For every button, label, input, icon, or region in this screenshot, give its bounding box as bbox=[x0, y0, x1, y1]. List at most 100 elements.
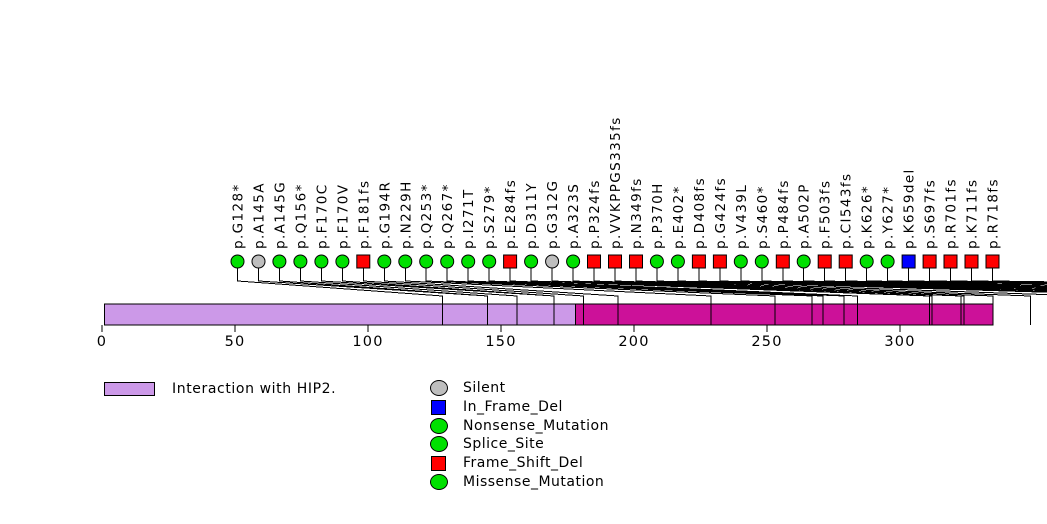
axis-tick-label: 0 bbox=[97, 334, 107, 350]
mutation-marker-circle bbox=[440, 254, 455, 269]
legend-item: Frame_Shift_Del bbox=[429, 454, 609, 473]
mutation-label: p.F170C bbox=[314, 183, 330, 249]
mutation-label: p.Q156* bbox=[293, 183, 309, 249]
legend-label: Missense_Mutation bbox=[463, 473, 605, 490]
legend-label: Nonsense_Mutation bbox=[463, 417, 609, 434]
mutation-connector bbox=[992, 268, 1047, 283]
legend-marker-square bbox=[431, 455, 446, 471]
domain-legend-label: Interaction with HIP2. bbox=[172, 381, 337, 397]
mutation-label: p.D311Y bbox=[524, 182, 540, 249]
mutation-label: p.G194R bbox=[377, 181, 393, 249]
mutation-marker-circle bbox=[293, 254, 308, 269]
mutation-label: p.F503fs bbox=[818, 180, 834, 249]
axis-tick-label: 250 bbox=[751, 334, 782, 350]
mutation-label: p.P370H bbox=[650, 182, 666, 249]
mutation-label: p.D408fs bbox=[692, 177, 708, 249]
mutation-type-legend: Silent In_Frame_Del Nonsense_Mutation Splic… bbox=[429, 379, 609, 491]
mutation-label: p.S460* bbox=[755, 185, 771, 249]
legend-marker-square bbox=[431, 399, 446, 415]
protein-bar-segment-0 bbox=[104, 303, 576, 326]
mutation-label: p.Y627* bbox=[881, 186, 897, 249]
domain-legend-swatch bbox=[104, 382, 155, 396]
mutation-marker-circle bbox=[461, 254, 476, 269]
mutation-connector bbox=[866, 268, 1047, 285]
mutation-marker-circle bbox=[377, 254, 392, 269]
mutation-connector bbox=[593, 268, 965, 325]
legend-marker-circle bbox=[429, 380, 448, 397]
mutation-marker-circle bbox=[272, 254, 287, 269]
mutation-marker-square bbox=[838, 254, 853, 269]
mutation-label: p.A145G bbox=[272, 181, 288, 249]
mutation-marker-circle bbox=[314, 254, 329, 269]
legend-marker-box bbox=[429, 454, 448, 472]
mutation-marker-square bbox=[775, 254, 790, 269]
mutation-marker-square bbox=[985, 254, 1000, 269]
mutation-label: p.K659del bbox=[902, 168, 918, 249]
axis-tick-label: 300 bbox=[884, 334, 915, 350]
mutation-marker-circle bbox=[566, 254, 581, 269]
mutation-connector bbox=[740, 268, 1047, 291]
mutation-marker-circle bbox=[880, 254, 895, 269]
mutation-label: p.E284fs bbox=[503, 179, 519, 249]
mutation-connector bbox=[299, 268, 518, 325]
mutation-marker-circle bbox=[398, 254, 413, 269]
mutation-marker-square bbox=[608, 254, 622, 269]
mutation-marker-square bbox=[712, 254, 727, 269]
mutation-marker-square bbox=[901, 254, 916, 269]
mutation-label: p.A502P bbox=[797, 183, 813, 249]
mutation-connector bbox=[719, 268, 1047, 292]
mutation-label: p.CI543fs bbox=[839, 173, 855, 249]
mutation-connector bbox=[761, 268, 1047, 290]
mutation-marker-circle bbox=[649, 254, 664, 269]
mutation-connector bbox=[845, 268, 1047, 286]
mutation-marker-square bbox=[922, 254, 937, 269]
mutation-connector bbox=[362, 268, 584, 325]
mutation-label: p.S697fs bbox=[923, 179, 939, 249]
axis-tick-label: 200 bbox=[618, 334, 649, 350]
mutation-connector bbox=[908, 268, 1047, 284]
mutation-marker-circle bbox=[859, 254, 874, 269]
mutation-marker-square bbox=[503, 254, 518, 269]
legend-item: In_Frame_Del bbox=[429, 398, 609, 417]
legend-label: Frame_Shift_Del bbox=[463, 455, 584, 472]
mutation-connector bbox=[782, 268, 1047, 289]
mutation-connector bbox=[404, 268, 712, 325]
mutation-label: p.N349fs bbox=[629, 177, 645, 249]
mutation-marker-circle bbox=[754, 254, 769, 269]
mutation-label: p.E402* bbox=[671, 185, 687, 249]
mutation-connector bbox=[698, 268, 1047, 293]
legend-label: Splice_Site bbox=[463, 436, 545, 453]
mutation-marker-circle bbox=[335, 254, 350, 269]
mutation-connector bbox=[446, 268, 813, 325]
mutation-marker-circle bbox=[251, 254, 266, 269]
mutation-marker-square bbox=[943, 254, 958, 269]
mutation-connector bbox=[929, 268, 1047, 284]
axis-tick-label: 100 bbox=[352, 334, 383, 350]
mutation-markers bbox=[230, 254, 1000, 269]
legend-marker-box bbox=[429, 379, 448, 397]
mutation-marker-square bbox=[587, 254, 601, 269]
axis-tick-label: 50 bbox=[225, 334, 246, 350]
mutation-marker-circle bbox=[733, 254, 748, 269]
connector-lines bbox=[237, 268, 1047, 325]
mutation-marker-circle bbox=[796, 254, 811, 269]
mutation-label: p.P484fs bbox=[776, 179, 792, 249]
mutation-marker-square bbox=[356, 254, 371, 269]
mutation-connector bbox=[677, 268, 1047, 293]
mutation-marker-circle bbox=[230, 254, 245, 269]
legend-marker-circle bbox=[429, 436, 448, 453]
mutation-label: p.P324fs bbox=[587, 179, 603, 249]
mutation-connector bbox=[887, 268, 1047, 285]
protein-bar bbox=[104, 303, 994, 326]
mutation-label: p.K626* bbox=[860, 185, 876, 249]
mutation-connector bbox=[551, 268, 933, 325]
mutation-connector bbox=[467, 268, 824, 325]
mutation-marker-circle bbox=[670, 254, 685, 269]
x-axis: 0 50 100 150 200 250 300 bbox=[97, 325, 915, 350]
legend-item: Splice_Site bbox=[429, 435, 609, 454]
legend-item: Missense_Mutation bbox=[429, 472, 609, 491]
mutation-connector bbox=[383, 268, 619, 325]
mutation-label: p.V439L bbox=[734, 184, 750, 249]
